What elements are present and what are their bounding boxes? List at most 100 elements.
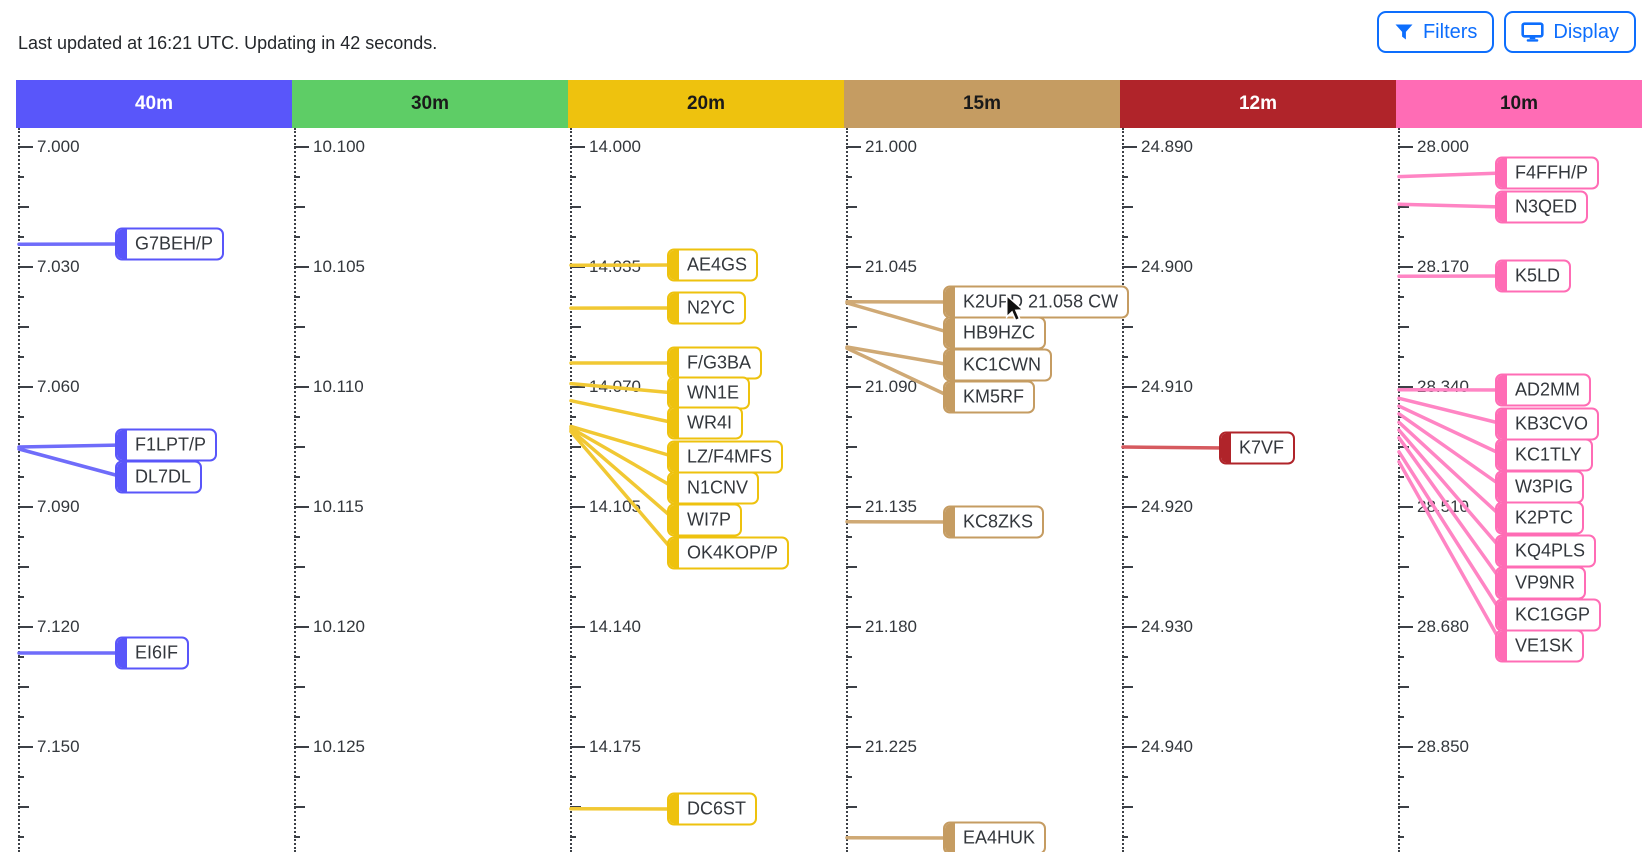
spot-color-bar	[1497, 375, 1507, 405]
tick-mark	[846, 686, 857, 688]
spot-VP9NR[interactable]: VP9NR	[1495, 566, 1587, 600]
spot-KC1GGP[interactable]: KC1GGP	[1495, 598, 1602, 632]
spot-WR4I[interactable]: WR4I	[667, 406, 743, 440]
spot-KC1CWN[interactable]: KC1CWN	[943, 348, 1053, 382]
tick-mark	[570, 776, 576, 778]
filters-button[interactable]: Filters	[1376, 11, 1495, 53]
spot-callsign: WR4I	[687, 412, 732, 433]
spot-KC1TLY[interactable]: KC1TLY	[1495, 438, 1593, 472]
spot-G7BEH/P[interactable]: G7BEH/P	[115, 227, 225, 261]
spot-OK4KOP/P[interactable]: OK4KOP/P	[667, 536, 790, 570]
tick-mark	[570, 326, 581, 328]
tick-mark	[294, 416, 300, 418]
band-header-10m: 10m	[1396, 80, 1642, 128]
spot-color-bar	[669, 408, 679, 438]
tick-mark	[570, 566, 581, 568]
spot-F4FFH/P[interactable]: F4FFH/P	[1495, 156, 1600, 190]
display-button[interactable]: Display	[1504, 11, 1636, 53]
tick-mark	[18, 536, 24, 538]
spot-color-bar	[669, 505, 679, 535]
tick-mark	[570, 296, 576, 298]
tick-mark	[18, 146, 33, 148]
spot-K2UPD[interactable]: K2UPD 21.058 CW	[943, 285, 1130, 319]
tick-mark	[294, 236, 300, 238]
spot-DC6ST[interactable]: DC6ST	[667, 792, 758, 826]
spot-color-bar	[669, 538, 679, 568]
tick-label: 21.180	[865, 617, 917, 636]
spot-EA4HUK[interactable]: EA4HUK	[943, 821, 1047, 852]
tick-mark	[294, 806, 305, 808]
spot-K2PTC[interactable]: K2PTC	[1495, 501, 1585, 535]
spot-color-bar	[1497, 409, 1507, 439]
spot-callsign: N3QED	[1515, 196, 1578, 217]
spot-color-bar	[945, 507, 955, 537]
spot-WI7P[interactable]: WI7P	[667, 503, 743, 537]
spot-color-bar	[1497, 158, 1507, 188]
spot-F1LPT/P[interactable]: F1LPT/P	[115, 428, 218, 462]
spot-KB3CVO[interactable]: KB3CVO	[1495, 407, 1600, 441]
tick-mark	[18, 386, 33, 388]
spot-K7VF[interactable]: K7VF	[1219, 431, 1296, 465]
tick-mark	[294, 686, 305, 688]
band-header-30m: 30m	[292, 80, 568, 128]
spot-VE1SK[interactable]: VE1SK	[1495, 629, 1585, 663]
spot-color-bar	[669, 293, 679, 323]
tick-label: 10.115	[313, 497, 364, 516]
tick-mark	[570, 596, 576, 598]
tick-mark	[18, 356, 24, 358]
spot-color-bar	[669, 794, 679, 824]
tick-mark	[294, 536, 300, 538]
spot-WN1E[interactable]: WN1E	[667, 376, 751, 410]
spot-N3QED[interactable]: N3QED	[1495, 190, 1589, 224]
spot-K5LD[interactable]: K5LD	[1495, 259, 1572, 293]
tick-label: 28.000	[1417, 137, 1469, 156]
spot-F/G3BA[interactable]: F/G3BA	[667, 346, 763, 380]
tick-label: 7.060	[37, 377, 80, 396]
frequency-axis-12m	[1122, 128, 1124, 852]
spot-LZ/F4MFS[interactable]: LZ/F4MFS	[667, 440, 784, 474]
tick-mark	[570, 746, 585, 748]
spot-color-bar	[945, 823, 955, 852]
tick-mark	[846, 716, 852, 718]
spot-callsign: VP9NR	[1515, 572, 1576, 593]
tick-label: 21.135	[865, 497, 917, 516]
spot-N2YC[interactable]: N2YC	[667, 291, 747, 325]
topbar-buttons: Filters Display	[1376, 11, 1636, 53]
spot-W3PIG[interactable]: W3PIG	[1495, 470, 1585, 504]
spot-AE4GS[interactable]: AE4GS	[667, 248, 759, 282]
band-header-15m: 15m	[844, 80, 1120, 128]
spot-N1CNV[interactable]: N1CNV	[667, 471, 760, 505]
spot-callsign: KC1TLY	[1515, 444, 1582, 465]
band-header-40m: 40m	[16, 80, 292, 128]
spot-KM5RF[interactable]: KM5RF	[943, 380, 1036, 414]
tick-mark	[294, 146, 309, 148]
frequency-axis-40m	[18, 128, 20, 852]
spot-AD2MM[interactable]: AD2MM	[1495, 373, 1592, 407]
tick-mark	[1398, 356, 1404, 358]
spot-callsign: F4FFH/P	[1515, 162, 1589, 183]
tick-mark	[294, 746, 309, 748]
tick-mark	[1122, 716, 1128, 718]
tick-mark	[294, 656, 300, 658]
spot-color-bar	[117, 229, 127, 259]
spot-color-bar	[945, 318, 955, 348]
tick-mark	[846, 266, 861, 268]
frequency-axis-30m	[294, 128, 296, 852]
spot-KC8ZKS[interactable]: KC8ZKS	[943, 505, 1045, 539]
spot-KQ4PLS[interactable]: KQ4PLS	[1495, 534, 1597, 568]
spot-EI6IF[interactable]: EI6IF	[115, 636, 190, 670]
tick-mark	[18, 266, 33, 268]
tick-mark	[1398, 746, 1413, 748]
spot-color-bar	[117, 638, 127, 668]
spot-callsign: KC8ZKS	[963, 511, 1034, 532]
tick-mark	[570, 236, 576, 238]
spot-callsign: EI6IF	[135, 642, 179, 663]
status-text: Last updated at 16:21 UTC. Updating in 4…	[18, 33, 438, 53]
spot-HB9HZC[interactable]: HB9HZC	[943, 316, 1047, 350]
tick-label: 21.000	[865, 137, 917, 156]
tick-mark	[846, 296, 852, 298]
tick-mark	[1122, 776, 1128, 778]
spot-DL7DL[interactable]: DL7DL	[115, 460, 203, 494]
tick-mark	[294, 596, 300, 598]
